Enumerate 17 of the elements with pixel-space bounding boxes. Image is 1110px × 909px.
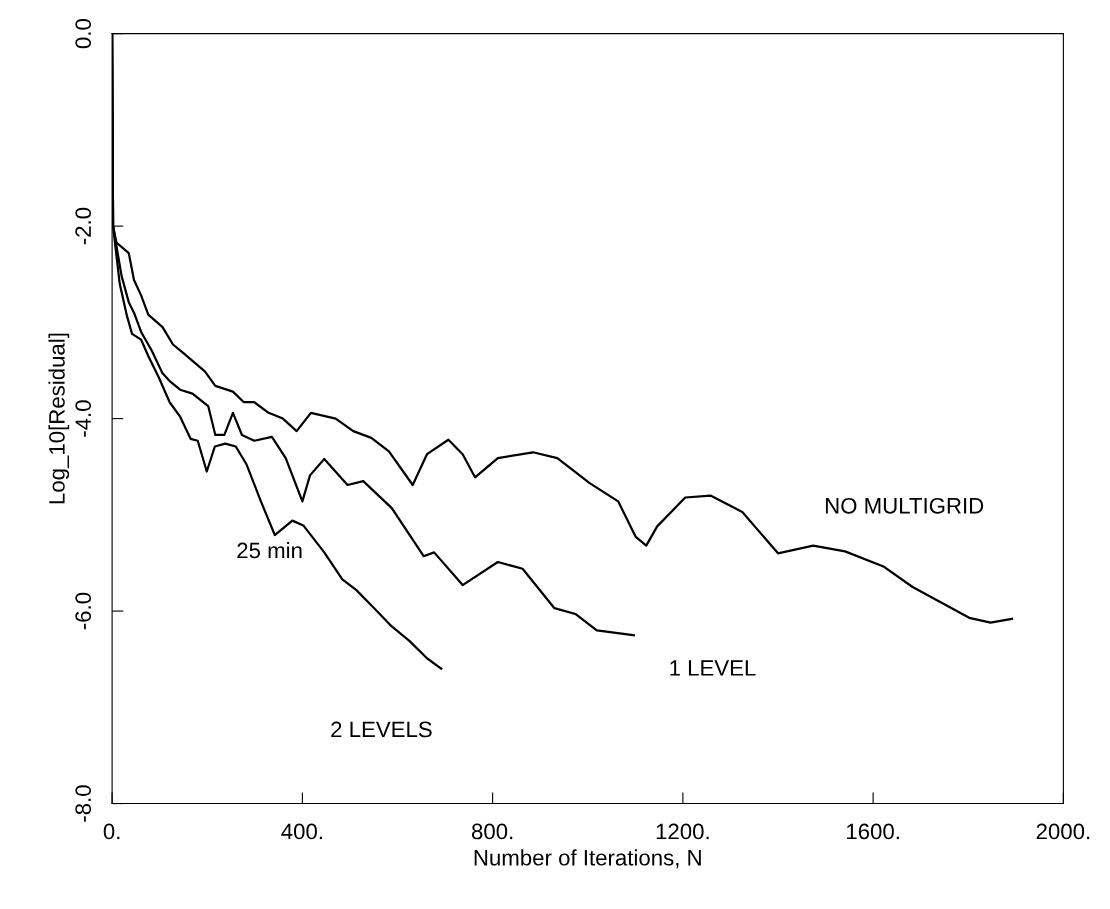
- x-tick-label: 400.: [281, 823, 322, 840]
- annotation: 25 min: [237, 542, 302, 559]
- y-tick-label: -8.0: [75, 785, 92, 822]
- x-tick-label: 800.: [471, 823, 513, 840]
- series-label: NO MULTIGRID: [825, 497, 984, 514]
- y-tick-label: -4.0: [75, 400, 92, 437]
- x-axis-title: Number of Iterations, N: [474, 849, 701, 869]
- x-tick-label: 1200.: [656, 823, 709, 840]
- x-tick-label: 2000.: [1036, 823, 1090, 840]
- x-tick-label: 1600.: [847, 823, 899, 840]
- y-tick-label: -2.0: [75, 207, 92, 245]
- series-label: 1 LEVEL: [670, 660, 756, 676]
- text: 2 LEVELS: [331, 721, 432, 738]
- y-axis-title: Log_10[Residual]: [48, 333, 70, 504]
- y-tick-label: -6.0: [75, 592, 92, 630]
- y-tick-label: 0.0: [75, 19, 92, 49]
- x-tick-label: 0.: [103, 823, 120, 840]
